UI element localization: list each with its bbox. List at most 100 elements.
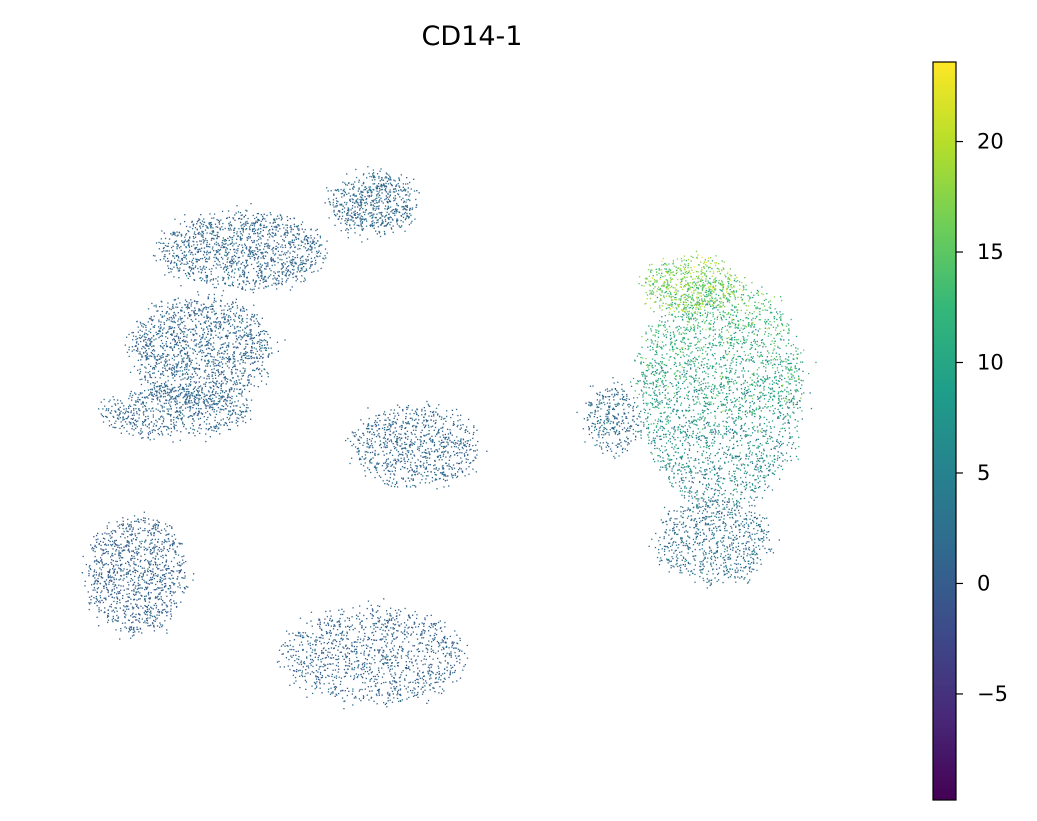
- scatter-point: [281, 272, 283, 274]
- scatter-point: [193, 241, 195, 243]
- scatter-point: [222, 246, 225, 248]
- scatter-point: [414, 441, 416, 443]
- scatter-point: [231, 241, 233, 243]
- scatter-point: [231, 303, 233, 306]
- scatter-point: [199, 417, 202, 420]
- scatter-point: [229, 428, 231, 431]
- scatter-point: [270, 260, 273, 262]
- scatter-point: [222, 356, 224, 358]
- scatter-point: [175, 417, 177, 419]
- scatter-point: [358, 459, 361, 461]
- scatter-point: [255, 318, 257, 320]
- scatter-point: [389, 176, 391, 178]
- scatter-point: [225, 335, 227, 337]
- scatter-point: [148, 337, 150, 340]
- scatter-point: [230, 380, 232, 382]
- scatter-point: [443, 475, 445, 477]
- scatter-point: [245, 262, 248, 264]
- scatter-point: [248, 380, 250, 382]
- scatter-point: [358, 449, 360, 451]
- scatter-point: [219, 249, 221, 252]
- scatter-point: [229, 310, 232, 312]
- scatter-point: [298, 234, 300, 236]
- scatter-point: [435, 479, 438, 481]
- scatter-point: [261, 274, 263, 277]
- scatter-point: [198, 377, 200, 379]
- scatter-point: [290, 272, 292, 274]
- scatter-point: [138, 408, 140, 410]
- scatter-point: [398, 186, 401, 188]
- scatter-point: [145, 354, 147, 357]
- scatter-point: [287, 250, 289, 252]
- scatter-point: [195, 265, 197, 267]
- scatter-point: [411, 457, 413, 459]
- scatter-point: [164, 237, 167, 240]
- scatter-point: [241, 252, 243, 254]
- scatter-point: [191, 402, 193, 404]
- scatter-point: [445, 475, 447, 477]
- scatter-point: [154, 382, 156, 384]
- scatter-point: [206, 244, 208, 246]
- scatter-point: [286, 252, 288, 254]
- scatter-point: [220, 398, 222, 400]
- scatter-point: [163, 364, 165, 366]
- scatter-point: [349, 462, 351, 465]
- scatter-point: [152, 326, 154, 328]
- scatter-point: [149, 340, 151, 342]
- scatter-point: [298, 228, 300, 230]
- scatter-point: [220, 219, 222, 221]
- scatter-point: [252, 316, 255, 318]
- scatter-point: [174, 344, 176, 346]
- scatter-point: [250, 319, 252, 321]
- scatter-point: [266, 371, 268, 374]
- scatter-point: [369, 431, 371, 433]
- scatter-point: [347, 208, 350, 210]
- scatter-point: [214, 254, 216, 256]
- scatter-point: [373, 213, 375, 215]
- scatter-point: [273, 221, 275, 224]
- scatter-point: [199, 424, 201, 426]
- scatter-point: [178, 407, 181, 409]
- scatter-point: [309, 244, 312, 246]
- scatter-point: [225, 356, 227, 359]
- scatter-point: [207, 347, 210, 349]
- scatter-point: [135, 350, 138, 352]
- scatter-point: [241, 372, 243, 374]
- scatter-point: [282, 266, 284, 268]
- scatter-point: [366, 190, 368, 192]
- scatter-point: [245, 343, 247, 345]
- scatter-point: [278, 254, 281, 256]
- scatter-point: [159, 410, 161, 412]
- scatter-point: [200, 214, 202, 216]
- scatter-point: [421, 410, 423, 412]
- scatter-point: [378, 177, 380, 179]
- scatter-point: [156, 399, 159, 401]
- scatter-point: [359, 193, 361, 195]
- scatter-point: [208, 382, 210, 384]
- scatter-point: [113, 416, 115, 418]
- scatter-point: [421, 451, 423, 454]
- scatter-point: [242, 229, 244, 231]
- scatter-point: [359, 196, 362, 198]
- scatter-point: [310, 266, 312, 268]
- scatter-point: [197, 219, 199, 222]
- scatter-point: [124, 411, 127, 414]
- scatter-point: [442, 445, 444, 448]
- scatter-point: [203, 247, 206, 249]
- scatter-point: [385, 188, 387, 190]
- scatter-point: [132, 331, 134, 334]
- scatter-point: [227, 267, 229, 269]
- scatter-point: [274, 264, 276, 266]
- scatter-point: [361, 221, 364, 223]
- scatter-point: [432, 411, 434, 414]
- scatter-point: [393, 179, 395, 181]
- scatter-point: [177, 354, 179, 356]
- scatter-point: [284, 234, 286, 236]
- scatter-point: [223, 353, 225, 355]
- scatter-point: [140, 336, 143, 338]
- scatter-point: [262, 235, 264, 237]
- scatter-point: [406, 423, 408, 425]
- scatter-point: [203, 402, 205, 404]
- scatter-point: [187, 305, 189, 307]
- scatter-point: [122, 419, 124, 421]
